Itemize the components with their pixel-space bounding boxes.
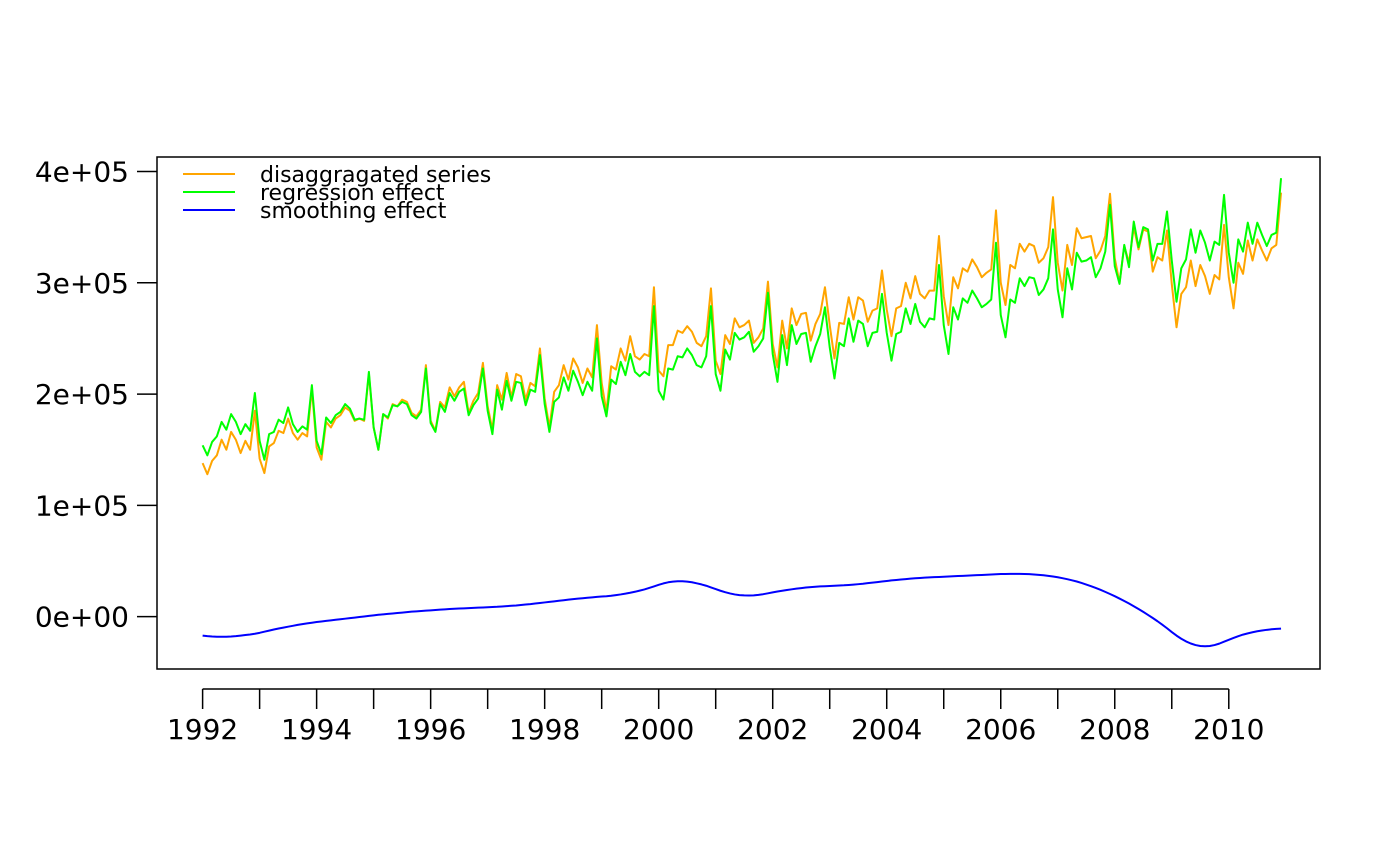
x-tick-label: 1998 (509, 713, 580, 746)
x-tick-label: 2006 (965, 713, 1036, 746)
x-tick-label: 2010 (1193, 713, 1264, 746)
y-tick-label: 3e+05 (35, 267, 129, 300)
x-tick-label: 2002 (737, 713, 808, 746)
y-tick-label: 1e+05 (35, 489, 129, 522)
x-tick-label: 2008 (1079, 713, 1150, 746)
y-tick-label: 4e+05 (35, 155, 129, 188)
y-tick-label: 2e+05 (35, 378, 129, 411)
x-tick-label: 2000 (623, 713, 694, 746)
y-tick-label: 0e+00 (35, 601, 129, 634)
x-tick-label: 2004 (851, 713, 922, 746)
x-tick-label: 1996 (395, 713, 466, 746)
legend-label: smoothing effect (260, 199, 447, 224)
x-tick-label: 1992 (167, 713, 238, 746)
x-tick-label: 1994 (281, 713, 352, 746)
